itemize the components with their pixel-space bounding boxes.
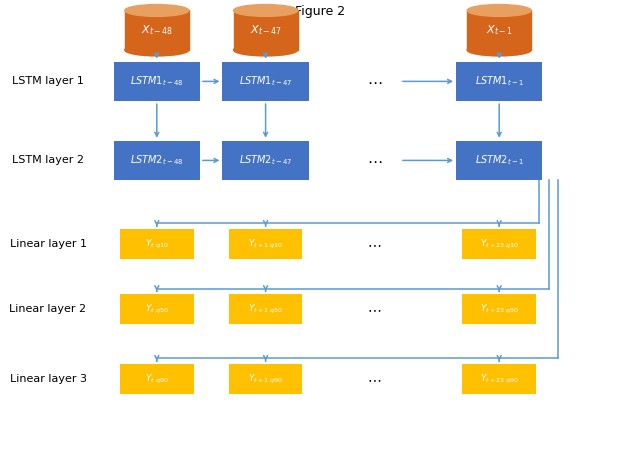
Text: $Y_{t+23\ q10}$: $Y_{t+23\ q10}$ <box>479 238 519 251</box>
Text: Figure 2: Figure 2 <box>295 5 345 18</box>
FancyBboxPatch shape <box>456 141 543 180</box>
FancyBboxPatch shape <box>114 62 200 101</box>
Text: $Y_{t\ q90}$: $Y_{t\ q90}$ <box>145 372 168 385</box>
Ellipse shape <box>125 44 189 56</box>
Text: $\cdots$: $\cdots$ <box>367 302 381 316</box>
Text: $LSTM2_{t-1}$: $LSTM2_{t-1}$ <box>475 153 524 167</box>
Text: $\cdots$: $\cdots$ <box>367 153 382 168</box>
Ellipse shape <box>125 5 189 16</box>
Text: Linear layer 3: Linear layer 3 <box>10 374 86 384</box>
FancyBboxPatch shape <box>120 294 193 325</box>
Text: $LSTM1_{t-47}$: $LSTM1_{t-47}$ <box>239 74 292 88</box>
Text: $X_{t-48}$: $X_{t-48}$ <box>141 23 173 37</box>
Ellipse shape <box>234 5 298 16</box>
Text: $LSTM1_{t-1}$: $LSTM1_{t-1}$ <box>475 74 524 88</box>
FancyBboxPatch shape <box>114 141 200 180</box>
Text: $X_{t-1}$: $X_{t-1}$ <box>486 23 513 37</box>
Bar <box>467 11 531 50</box>
FancyBboxPatch shape <box>223 62 309 101</box>
FancyBboxPatch shape <box>120 364 193 394</box>
Text: $X_{t-47}$: $X_{t-47}$ <box>250 23 282 37</box>
Text: $\cdots$: $\cdots$ <box>367 237 381 251</box>
FancyBboxPatch shape <box>229 229 302 259</box>
Ellipse shape <box>234 44 298 56</box>
Text: LSTM layer 2: LSTM layer 2 <box>12 155 84 166</box>
Text: $LSTM1_{t-48}$: $LSTM1_{t-48}$ <box>130 74 184 88</box>
Ellipse shape <box>467 44 531 56</box>
Text: $\cdots$: $\cdots$ <box>367 74 382 89</box>
Text: $Y_{t+23\ q50}$: $Y_{t+23\ q50}$ <box>479 303 519 316</box>
Text: $Y_{t\ q50}$: $Y_{t\ q50}$ <box>145 303 168 316</box>
FancyBboxPatch shape <box>456 62 543 101</box>
Bar <box>234 11 298 50</box>
Text: $Y_{t+23\ q90}$: $Y_{t+23\ q90}$ <box>479 372 519 385</box>
Text: $LSTM2_{t-48}$: $LSTM2_{t-48}$ <box>130 153 184 167</box>
FancyBboxPatch shape <box>463 229 536 259</box>
Text: $Y_{t+1\ q10}$: $Y_{t+1\ q10}$ <box>248 238 284 251</box>
FancyBboxPatch shape <box>229 364 302 394</box>
FancyBboxPatch shape <box>120 229 193 259</box>
Text: $Y_{t+1\ q50}$: $Y_{t+1\ q50}$ <box>248 303 284 316</box>
Ellipse shape <box>467 5 531 16</box>
Bar <box>125 11 189 50</box>
Text: $Y_{t+1\ q90}$: $Y_{t+1\ q90}$ <box>248 372 284 385</box>
Text: $LSTM2_{t-47}$: $LSTM2_{t-47}$ <box>239 153 292 167</box>
FancyBboxPatch shape <box>463 294 536 325</box>
Text: Linear layer 1: Linear layer 1 <box>10 239 86 249</box>
FancyBboxPatch shape <box>223 141 309 180</box>
Text: $Y_{t\ q10}$: $Y_{t\ q10}$ <box>145 238 168 251</box>
Text: $\cdots$: $\cdots$ <box>367 372 381 386</box>
FancyBboxPatch shape <box>229 294 302 325</box>
Text: LSTM layer 1: LSTM layer 1 <box>12 76 84 86</box>
Text: Linear layer 2: Linear layer 2 <box>10 304 86 314</box>
FancyBboxPatch shape <box>463 364 536 394</box>
